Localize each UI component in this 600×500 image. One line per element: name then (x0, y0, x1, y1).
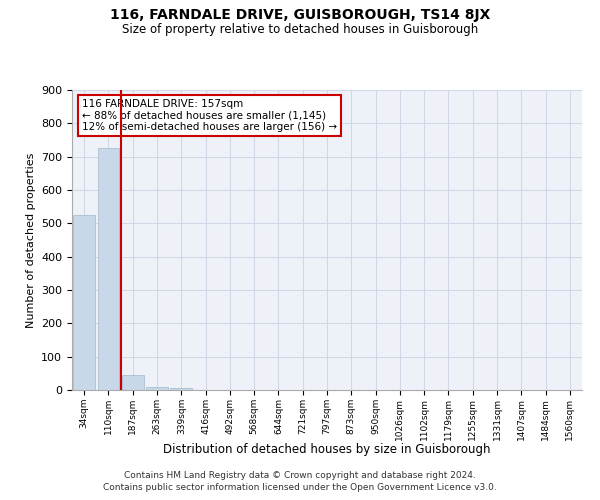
Text: Distribution of detached houses by size in Guisborough: Distribution of detached houses by size … (163, 442, 491, 456)
Bar (170, 388, 192, 390)
Text: 116 FARNDALE DRIVE: 157sqm
← 88% of detached houses are smaller (1,145)
12% of s: 116 FARNDALE DRIVE: 157sqm ← 88% of deta… (82, 99, 337, 132)
Bar (97, 148, 119, 390)
Text: 116, FARNDALE DRIVE, GUISBOROUGH, TS14 8JX: 116, FARNDALE DRIVE, GUISBOROUGH, TS14 8… (110, 8, 490, 22)
Text: Size of property relative to detached houses in Guisborough: Size of property relative to detached ho… (122, 22, 478, 36)
Y-axis label: Number of detached properties: Number of detached properties (26, 152, 35, 328)
Text: Contains HM Land Registry data © Crown copyright and database right 2024.: Contains HM Land Registry data © Crown c… (124, 471, 476, 480)
Bar (146, 386, 168, 390)
Bar (73, 215, 95, 390)
Bar (122, 375, 143, 390)
Text: Contains public sector information licensed under the Open Government Licence v3: Contains public sector information licen… (103, 484, 497, 492)
